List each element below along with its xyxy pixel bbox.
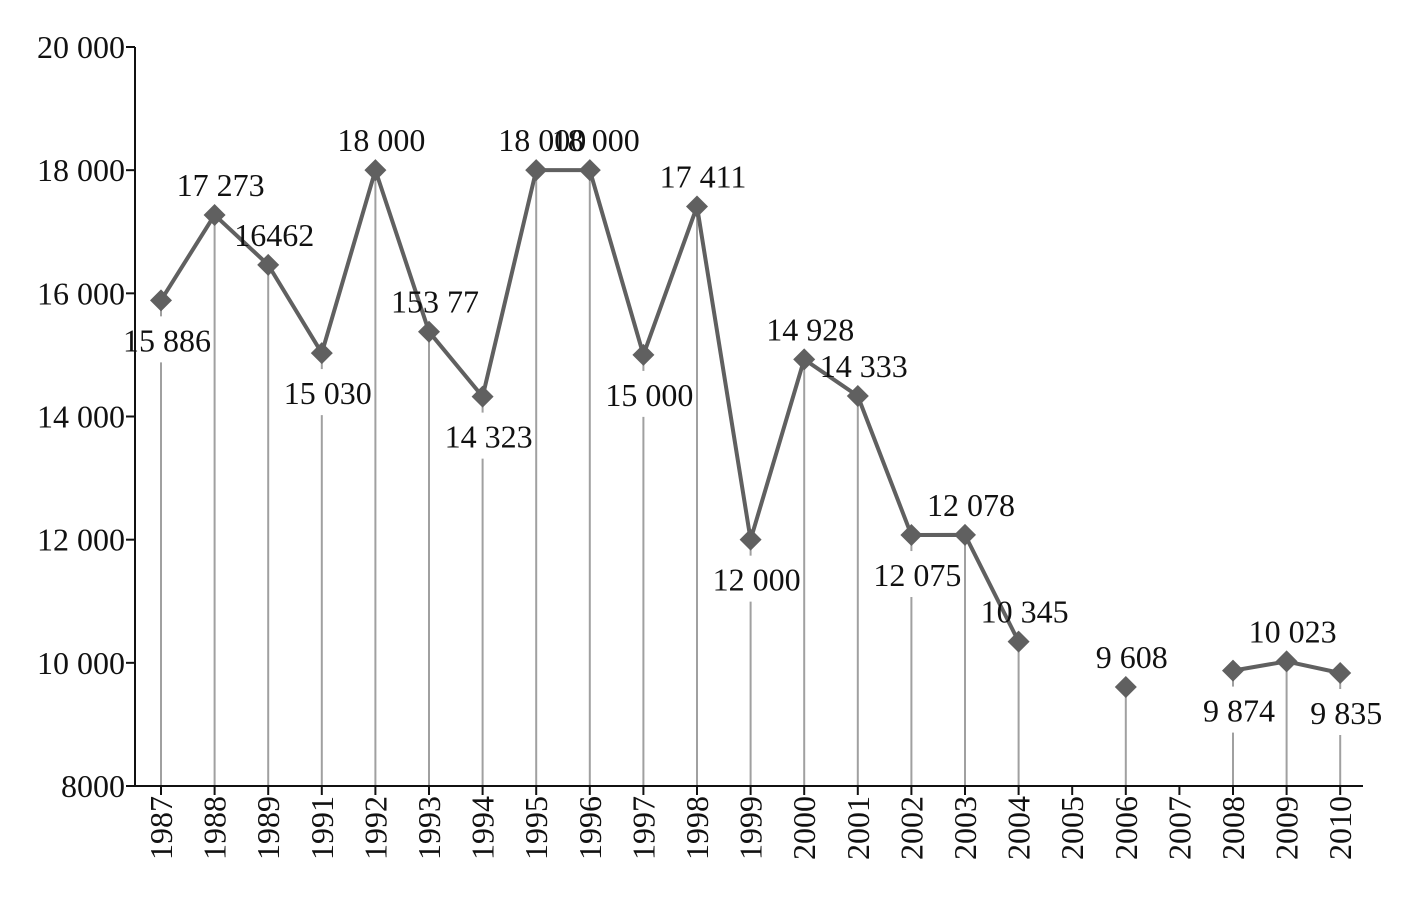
data-label: 17 411 <box>660 158 747 194</box>
data-label: 14 333 <box>820 348 908 384</box>
x-tick-label: 1992 <box>357 796 393 860</box>
data-point-marker <box>686 195 708 218</box>
x-tick-label: 2009 <box>1269 796 1305 860</box>
data-labels: 15 886 17 273 16462 15 030 18 000 153 77 14 32… <box>123 122 1382 731</box>
drop-lines <box>160 170 1342 786</box>
x-tick-label: 2001 <box>840 796 876 860</box>
data-point-marker <box>203 203 226 226</box>
x-tick-label: 1994 <box>465 796 501 860</box>
data-point-marker <box>1222 659 1244 682</box>
data-label: 9 608 <box>1096 639 1168 675</box>
data-point-marker <box>257 253 280 276</box>
data-label: 18 000 <box>552 122 640 158</box>
x-tick-label: 2002 <box>893 796 929 860</box>
data-point-marker <box>310 342 333 365</box>
data-label: 153 77 <box>391 284 479 320</box>
y-tick-label: 8000 <box>61 768 125 804</box>
x-tick-label: 2008 <box>1215 796 1251 860</box>
y-tick-label: 10 000 <box>37 645 125 681</box>
x-tick-label: 2005 <box>1054 796 1090 860</box>
axes <box>134 47 1363 787</box>
x-tick-label: 2010 <box>1322 796 1358 860</box>
x-tick-label: 2003 <box>947 796 983 860</box>
data-label: 17 273 <box>177 167 265 203</box>
data-label: 18 000 <box>337 122 425 158</box>
x-tick-label: 1999 <box>733 796 769 860</box>
data-point-marker <box>793 348 816 371</box>
data-point-marker <box>418 320 440 343</box>
data-point-marker <box>1275 650 1298 673</box>
y-tick-label: 18 000 <box>37 152 125 188</box>
y-tick-label: 20 000 <box>37 29 125 65</box>
data-label: 14 928 <box>766 311 854 347</box>
x-tick-label: 1998 <box>679 796 715 860</box>
data-label: 12 000 <box>713 562 801 598</box>
data-point-marker <box>900 524 923 547</box>
data-label: 15 030 <box>284 375 372 411</box>
data-label: 14 323 <box>445 419 533 455</box>
x-tick-label: 1988 <box>197 796 233 860</box>
data-point-marker <box>954 523 976 546</box>
x-tick-label: 1997 <box>625 796 661 860</box>
data-label: 12 078 <box>927 487 1015 523</box>
y-tick-label: 14 000 <box>37 399 125 435</box>
data-point-marker <box>364 159 387 182</box>
data-label: 15 000 <box>605 377 693 413</box>
data-label: 9 874 <box>1203 693 1275 729</box>
data-label: 12 075 <box>873 557 961 593</box>
x-tick-label: 1995 <box>518 796 554 860</box>
data-point-marker <box>846 384 869 407</box>
data-label: 9 835 <box>1310 695 1382 731</box>
data-point-marker <box>739 528 762 551</box>
data-point-marker <box>1329 661 1352 684</box>
x-tick-label: 2006 <box>1108 796 1144 860</box>
y-tick-label: 12 000 <box>37 522 125 558</box>
x-tick-label: 2007 <box>1161 796 1197 860</box>
x-tick-label: 2004 <box>1001 796 1037 860</box>
data-label: 10 345 <box>981 594 1069 630</box>
data-point-marker <box>1114 675 1137 698</box>
data-label: 16462 <box>234 217 314 253</box>
series-markers <box>150 159 1352 698</box>
x-tick-label: 1989 <box>250 796 286 860</box>
data-point-marker <box>525 159 548 182</box>
data-label: 10 023 <box>1249 613 1337 649</box>
x-axis-ticks: 1987 1988 1989 1991 1992 1993 1994 1995 1996 1997… <box>143 786 1358 860</box>
x-tick-label: 1991 <box>304 796 340 860</box>
x-tick-label: 1993 <box>411 796 447 860</box>
data-point-marker <box>471 385 494 408</box>
data-point-marker <box>632 343 655 366</box>
x-tick-label: 2000 <box>786 796 822 860</box>
data-label: 18 000 <box>498 122 586 158</box>
y-axis-ticks: 8000 10 000 12 000 14 000 16 000 18 000 20 000 <box>37 29 135 804</box>
data-point-marker <box>1007 630 1030 653</box>
x-tick-label: 1996 <box>572 796 608 860</box>
data-label: 15 886 <box>123 322 211 358</box>
data-point-marker <box>578 159 601 182</box>
x-tick-label: 1987 <box>143 796 179 860</box>
data-point-marker <box>150 289 172 312</box>
y-tick-label: 16 000 <box>37 275 125 311</box>
